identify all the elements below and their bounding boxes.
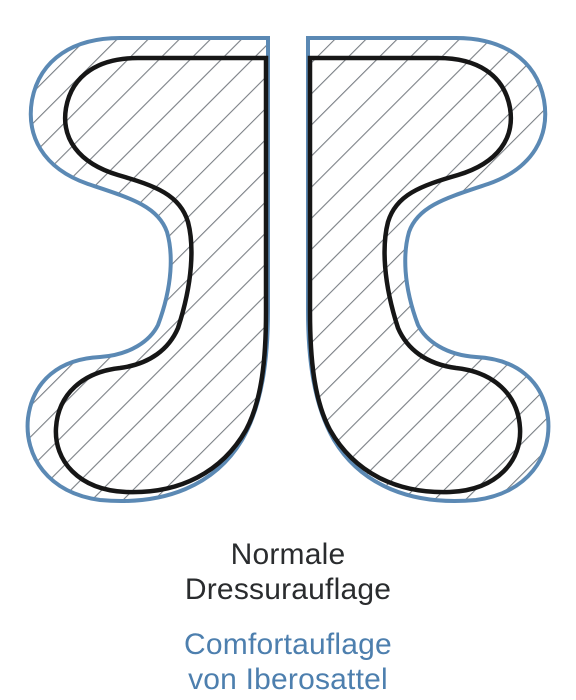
label-comfort: Comfortauflage von Iberosattel	[0, 628, 576, 697]
saddle-pad-diagram	[0, 0, 576, 535]
label-normal-line1: Normale	[0, 538, 576, 573]
label-normal-line2: Dressurauflage	[0, 573, 576, 608]
label-comfort-line2: von Iberosattel	[0, 663, 576, 698]
label-normal: Normale Dressurauflage	[0, 538, 576, 607]
diagram-container: Normale Dressurauflage Comfortauflage vo…	[0, 0, 576, 700]
label-comfort-line1: Comfortauflage	[0, 628, 576, 663]
